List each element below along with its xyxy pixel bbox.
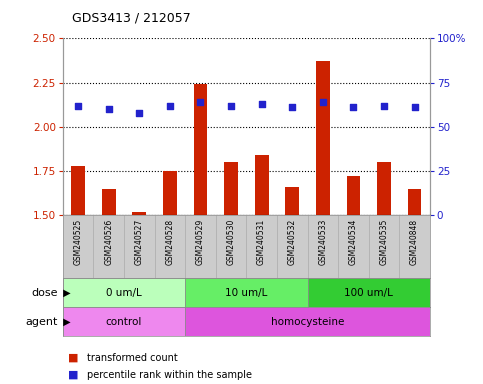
Text: GSM240535: GSM240535 bbox=[380, 219, 388, 265]
Text: GSM240848: GSM240848 bbox=[410, 219, 419, 265]
Point bbox=[135, 109, 143, 116]
Bar bbox=[63, 278, 185, 307]
Text: percentile rank within the sample: percentile rank within the sample bbox=[87, 370, 252, 380]
Point bbox=[288, 104, 296, 110]
Text: 0 um/L: 0 um/L bbox=[106, 288, 142, 298]
Point bbox=[197, 99, 204, 105]
Bar bbox=[163, 171, 177, 215]
Text: GSM240528: GSM240528 bbox=[165, 219, 174, 265]
Bar bbox=[308, 278, 430, 307]
Bar bbox=[132, 212, 146, 215]
Bar bbox=[224, 162, 238, 215]
Text: GSM240534: GSM240534 bbox=[349, 219, 358, 265]
Bar bbox=[102, 189, 115, 215]
Bar bbox=[316, 61, 330, 215]
Bar bbox=[408, 189, 422, 215]
Text: GDS3413 / 212057: GDS3413 / 212057 bbox=[72, 12, 191, 25]
Point bbox=[105, 106, 113, 112]
Bar bbox=[377, 162, 391, 215]
Bar bbox=[185, 307, 430, 336]
Point bbox=[74, 103, 82, 109]
Text: GSM240527: GSM240527 bbox=[135, 219, 144, 265]
Text: agent: agent bbox=[26, 316, 58, 327]
Bar bbox=[63, 307, 185, 336]
Text: control: control bbox=[106, 316, 142, 327]
Text: ■: ■ bbox=[68, 370, 78, 380]
Point bbox=[350, 104, 357, 110]
Bar bbox=[255, 155, 269, 215]
Bar bbox=[194, 84, 207, 215]
Text: GSM240526: GSM240526 bbox=[104, 219, 113, 265]
Text: GSM240533: GSM240533 bbox=[318, 219, 327, 265]
Bar bbox=[185, 278, 308, 307]
Text: dose: dose bbox=[31, 288, 58, 298]
Text: GSM240531: GSM240531 bbox=[257, 219, 266, 265]
Bar bbox=[71, 166, 85, 215]
Point bbox=[380, 103, 388, 109]
Text: transformed count: transformed count bbox=[87, 353, 178, 363]
Text: ▶: ▶ bbox=[60, 288, 71, 298]
Point bbox=[411, 104, 418, 110]
Text: GSM240532: GSM240532 bbox=[288, 219, 297, 265]
Text: 100 um/L: 100 um/L bbox=[344, 288, 393, 298]
Text: 10 um/L: 10 um/L bbox=[225, 288, 268, 298]
Point bbox=[166, 103, 174, 109]
Bar bbox=[346, 176, 360, 215]
Bar bbox=[285, 187, 299, 215]
Text: ■: ■ bbox=[68, 353, 78, 363]
Point bbox=[319, 99, 327, 105]
Text: GSM240529: GSM240529 bbox=[196, 219, 205, 265]
Text: GSM240530: GSM240530 bbox=[227, 219, 236, 265]
Text: GSM240525: GSM240525 bbox=[73, 219, 83, 265]
Point bbox=[227, 103, 235, 109]
Text: ▶: ▶ bbox=[60, 316, 71, 327]
Text: homocysteine: homocysteine bbox=[271, 316, 344, 327]
Point bbox=[258, 101, 266, 107]
